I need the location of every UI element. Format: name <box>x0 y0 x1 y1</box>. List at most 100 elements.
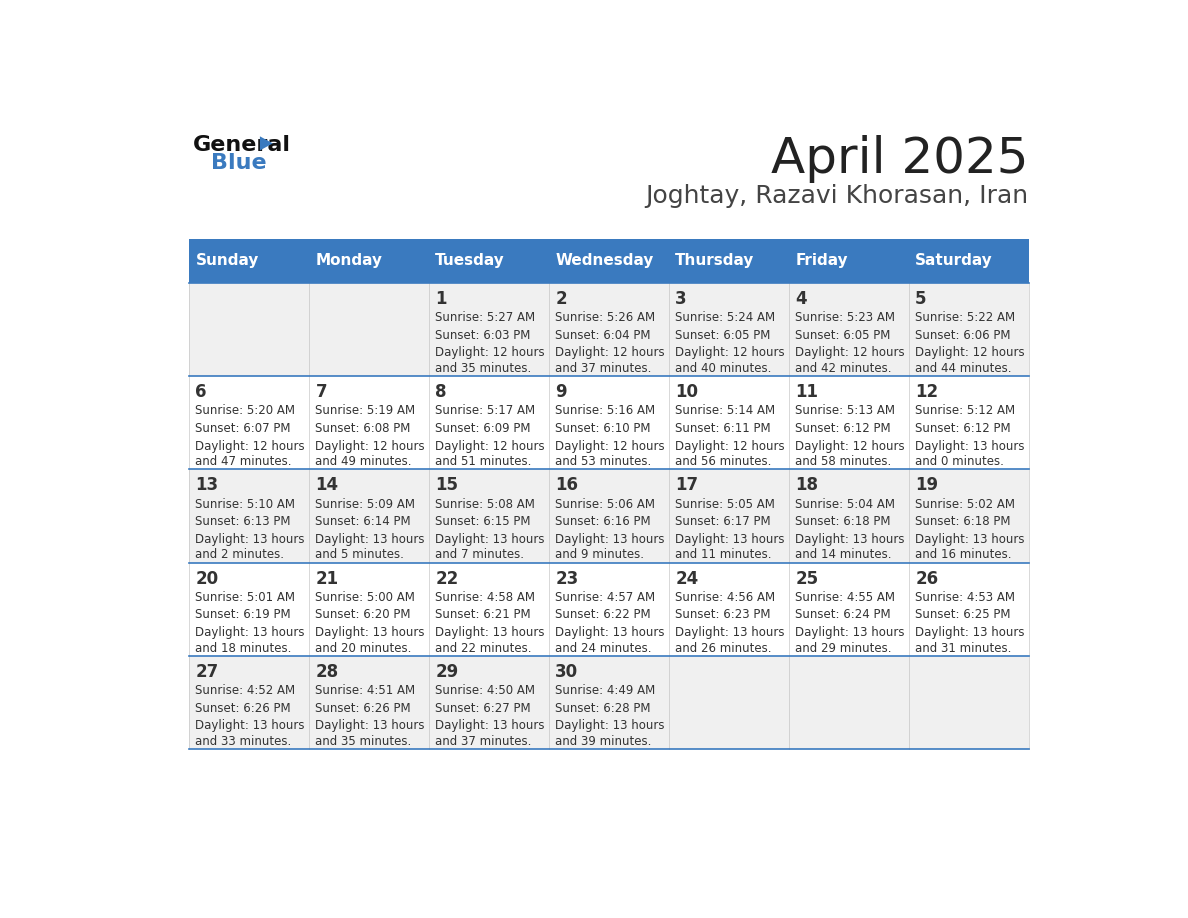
Text: and 58 minutes.: and 58 minutes. <box>795 455 891 468</box>
Text: 27: 27 <box>196 663 219 681</box>
Text: Sunrise: 5:10 AM: Sunrise: 5:10 AM <box>196 498 296 510</box>
Text: Sunset: 6:23 PM: Sunset: 6:23 PM <box>675 609 771 621</box>
Text: 7: 7 <box>315 383 327 401</box>
Text: 4: 4 <box>795 290 807 308</box>
Text: Daylight: 12 hours: Daylight: 12 hours <box>555 440 665 453</box>
Text: Sunrise: 5:22 AM: Sunrise: 5:22 AM <box>915 311 1016 324</box>
Text: Daylight: 13 hours: Daylight: 13 hours <box>555 532 665 546</box>
Text: Sunrise: 5:00 AM: Sunrise: 5:00 AM <box>315 591 416 604</box>
Text: Sunrise: 5:13 AM: Sunrise: 5:13 AM <box>795 404 896 417</box>
Text: Daylight: 12 hours: Daylight: 12 hours <box>675 346 785 359</box>
Text: Sunset: 6:05 PM: Sunset: 6:05 PM <box>675 329 771 341</box>
Text: 12: 12 <box>915 383 939 401</box>
Text: Daylight: 13 hours: Daylight: 13 hours <box>196 532 305 546</box>
Text: 19: 19 <box>915 476 939 494</box>
Text: 14: 14 <box>315 476 339 494</box>
Text: Daylight: 12 hours: Daylight: 12 hours <box>555 346 665 359</box>
Text: and 11 minutes.: and 11 minutes. <box>675 548 772 562</box>
Text: 30: 30 <box>555 663 579 681</box>
Text: and 14 minutes.: and 14 minutes. <box>795 548 892 562</box>
Text: Sunrise: 5:24 AM: Sunrise: 5:24 AM <box>675 311 776 324</box>
Text: Sunset: 6:10 PM: Sunset: 6:10 PM <box>555 422 651 435</box>
Text: Sunrise: 5:09 AM: Sunrise: 5:09 AM <box>315 498 416 510</box>
Text: Sunrise: 4:53 AM: Sunrise: 4:53 AM <box>915 591 1016 604</box>
Text: Daylight: 12 hours: Daylight: 12 hours <box>435 346 545 359</box>
Text: Sunrise: 4:57 AM: Sunrise: 4:57 AM <box>555 591 656 604</box>
Text: 1: 1 <box>435 290 447 308</box>
Text: April 2025: April 2025 <box>771 135 1029 183</box>
Text: Daylight: 13 hours: Daylight: 13 hours <box>675 626 785 639</box>
Text: Daylight: 13 hours: Daylight: 13 hours <box>196 626 305 639</box>
Bar <box>669 239 789 283</box>
Text: Sunset: 6:15 PM: Sunset: 6:15 PM <box>435 515 531 528</box>
Text: 13: 13 <box>196 476 219 494</box>
Text: Sunset: 6:09 PM: Sunset: 6:09 PM <box>435 422 531 435</box>
Text: Daylight: 13 hours: Daylight: 13 hours <box>315 532 425 546</box>
Text: and 5 minutes.: and 5 minutes. <box>315 548 404 562</box>
Text: Sunset: 6:18 PM: Sunset: 6:18 PM <box>795 515 891 528</box>
Text: Sunrise: 4:56 AM: Sunrise: 4:56 AM <box>675 591 776 604</box>
Polygon shape <box>260 136 273 151</box>
Text: Daylight: 13 hours: Daylight: 13 hours <box>675 532 785 546</box>
Text: and 47 minutes.: and 47 minutes. <box>196 455 292 468</box>
Text: Sunset: 6:22 PM: Sunset: 6:22 PM <box>555 609 651 621</box>
Text: 26: 26 <box>915 569 939 588</box>
Text: Sunset: 6:06 PM: Sunset: 6:06 PM <box>915 329 1011 341</box>
Text: and 22 minutes.: and 22 minutes. <box>435 642 532 655</box>
Text: Saturday: Saturday <box>915 253 993 268</box>
Text: 20: 20 <box>196 569 219 588</box>
Text: and 18 minutes.: and 18 minutes. <box>196 642 292 655</box>
Text: and 26 minutes.: and 26 minutes. <box>675 642 772 655</box>
Text: Daylight: 12 hours: Daylight: 12 hours <box>795 440 905 453</box>
Text: Sunrise: 4:51 AM: Sunrise: 4:51 AM <box>315 684 416 697</box>
Text: Daylight: 12 hours: Daylight: 12 hours <box>315 440 425 453</box>
Text: Sunset: 6:13 PM: Sunset: 6:13 PM <box>196 515 291 528</box>
Text: Sunset: 6:19 PM: Sunset: 6:19 PM <box>196 609 291 621</box>
Text: and 37 minutes.: and 37 minutes. <box>435 735 532 748</box>
Bar <box>309 239 429 283</box>
Text: and 33 minutes.: and 33 minutes. <box>196 735 292 748</box>
Text: and 31 minutes.: and 31 minutes. <box>915 642 1011 655</box>
Text: 23: 23 <box>555 569 579 588</box>
Text: Sunset: 6:16 PM: Sunset: 6:16 PM <box>555 515 651 528</box>
Text: Sunrise: 4:49 AM: Sunrise: 4:49 AM <box>555 684 656 697</box>
Text: and 35 minutes.: and 35 minutes. <box>315 735 412 748</box>
Text: 8: 8 <box>435 383 447 401</box>
Text: and 24 minutes.: and 24 minutes. <box>555 642 652 655</box>
Text: Sunrise: 4:55 AM: Sunrise: 4:55 AM <box>795 591 896 604</box>
Text: and 16 minutes.: and 16 minutes. <box>915 548 1012 562</box>
Bar <box>189 655 1029 749</box>
Text: Sunset: 6:24 PM: Sunset: 6:24 PM <box>795 609 891 621</box>
Text: Sunset: 6:12 PM: Sunset: 6:12 PM <box>915 422 1011 435</box>
Text: General: General <box>192 135 291 155</box>
Text: and 42 minutes.: and 42 minutes. <box>795 362 892 375</box>
Text: Sunrise: 5:17 AM: Sunrise: 5:17 AM <box>435 404 536 417</box>
Text: Sunrise: 5:20 AM: Sunrise: 5:20 AM <box>196 404 296 417</box>
Text: 16: 16 <box>555 476 579 494</box>
Text: Daylight: 12 hours: Daylight: 12 hours <box>675 440 785 453</box>
Bar <box>189 283 1029 376</box>
Bar <box>189 469 1029 563</box>
Text: Daylight: 13 hours: Daylight: 13 hours <box>435 532 545 546</box>
Text: Sunrise: 5:02 AM: Sunrise: 5:02 AM <box>915 498 1016 510</box>
Text: Sunrise: 5:05 AM: Sunrise: 5:05 AM <box>675 498 775 510</box>
Text: Sunset: 6:21 PM: Sunset: 6:21 PM <box>435 609 531 621</box>
Text: and 40 minutes.: and 40 minutes. <box>675 362 772 375</box>
Text: Sunrise: 4:52 AM: Sunrise: 4:52 AM <box>196 684 296 697</box>
Text: and 0 minutes.: and 0 minutes. <box>915 455 1004 468</box>
Text: 29: 29 <box>435 663 459 681</box>
Text: and 56 minutes.: and 56 minutes. <box>675 455 772 468</box>
Text: Daylight: 13 hours: Daylight: 13 hours <box>196 720 305 733</box>
Text: Sunset: 6:26 PM: Sunset: 6:26 PM <box>315 701 411 715</box>
Text: Daylight: 13 hours: Daylight: 13 hours <box>315 720 425 733</box>
Text: Daylight: 12 hours: Daylight: 12 hours <box>435 440 545 453</box>
Text: and 49 minutes.: and 49 minutes. <box>315 455 412 468</box>
Text: and 29 minutes.: and 29 minutes. <box>795 642 892 655</box>
Text: Sunset: 6:27 PM: Sunset: 6:27 PM <box>435 701 531 715</box>
Text: 18: 18 <box>795 476 819 494</box>
Text: Sunset: 6:14 PM: Sunset: 6:14 PM <box>315 515 411 528</box>
Text: Blue: Blue <box>211 152 267 173</box>
Text: 28: 28 <box>315 663 339 681</box>
Text: Daylight: 12 hours: Daylight: 12 hours <box>795 346 905 359</box>
Text: Sunset: 6:11 PM: Sunset: 6:11 PM <box>675 422 771 435</box>
